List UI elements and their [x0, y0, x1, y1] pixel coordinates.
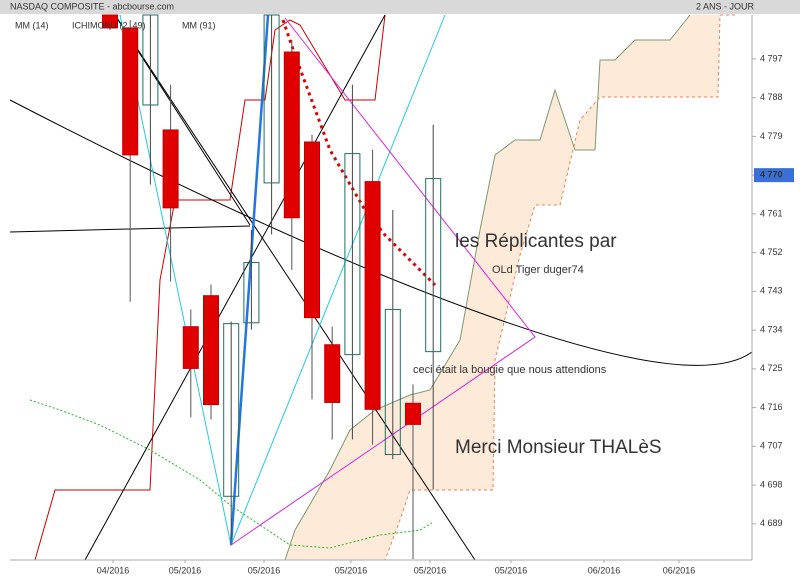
candle-body [122, 27, 139, 156]
annotation: Merci Monsieur THALèS [455, 437, 662, 458]
x-tick-label: 05/2016 [495, 565, 528, 575]
candle-body [364, 181, 381, 410]
candle-body [405, 402, 421, 425]
ichimoku-cloud [285, 15, 735, 560]
plot-area [9, 14, 753, 561]
arc-line [9, 99, 753, 366]
cloud-upper [284, 14, 691, 561]
y-tick-label: 4 725 [760, 363, 783, 373]
candle-body [344, 153, 361, 356]
y-tick-label: 4 770 [760, 170, 783, 180]
y-tick-label: 4 689 [760, 518, 783, 528]
x-tick-label: 05/2016 [335, 565, 368, 575]
candle-body [162, 129, 179, 209]
candle-body [243, 262, 260, 324]
annotation: OLd Tiger duger74 [492, 264, 584, 276]
candle-body [142, 14, 159, 106]
blue-line [229, 14, 270, 546]
y-tick-label: 4 788 [760, 92, 783, 102]
chart-title: NASDAQ COMPOSITE - abcbourse.com [10, 1, 174, 11]
x-tick-label: 05/2016 [248, 565, 281, 575]
trend-line [84, 14, 386, 561]
candle-body [182, 326, 199, 369]
header-bar [0, 0, 800, 14]
y-tick-label: 4 698 [760, 479, 783, 489]
y-tick-label: 4 707 [760, 441, 783, 451]
candle-body [223, 323, 240, 497]
candle-body [304, 141, 320, 319]
legend-item: ICHIMOKU (2, 49) [72, 20, 146, 30]
mm14-line [34, 14, 386, 561]
y-tick-label: 4 734 [760, 324, 783, 334]
candle-body [102, 14, 118, 29]
y-tick-label: 4 797 [760, 53, 783, 63]
legend-item: MM (91) [182, 20, 216, 30]
candle-body [283, 51, 300, 219]
cloud-lower [384, 14, 735, 561]
candle-body [384, 308, 401, 456]
candle-body [425, 178, 442, 353]
x-tick-label: 05/2016 [169, 565, 202, 575]
candle-body [263, 14, 280, 184]
mm91-line [29, 399, 433, 549]
legend-item: MM (14) [15, 20, 49, 30]
current-price-box [754, 168, 794, 183]
y-tick-label: 4 761 [760, 208, 783, 218]
period: 2 ANS - JOUR [696, 1, 755, 11]
annotation: ceci était la bougie que nous attendions [413, 364, 607, 376]
x-tick-label: 06/2016 [588, 565, 621, 575]
y-tick-label: 4 743 [760, 286, 783, 296]
candle-body [324, 344, 341, 403]
annotation: les Réplicantes par [455, 231, 617, 252]
y-tick-label: 4 716 [760, 402, 783, 412]
red-dotted-line [281, 19, 437, 287]
x-tick-label: 06/2016 [663, 565, 696, 575]
trend-line [114, 14, 476, 561]
x-tick-label: 04/2016 [97, 565, 130, 575]
x-tick-label: 05/2016 [414, 565, 447, 575]
y-tick-label: 4 779 [760, 131, 783, 141]
magenta-line [230, 17, 536, 546]
y-tick-label: 4 752 [760, 247, 783, 257]
candle-body [203, 295, 219, 406]
